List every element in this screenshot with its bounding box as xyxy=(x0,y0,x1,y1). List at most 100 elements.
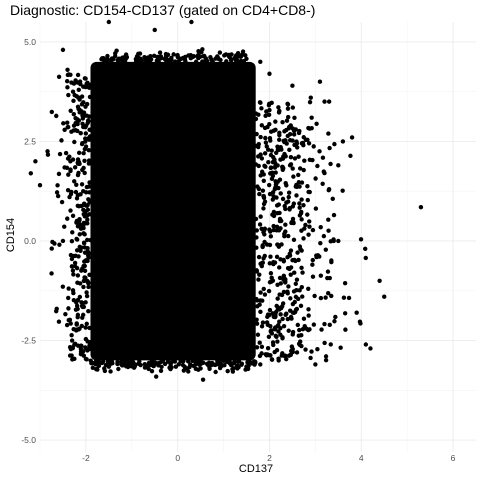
scatter-point xyxy=(278,157,283,162)
scatter-point xyxy=(75,203,80,208)
scatter-point xyxy=(77,294,83,300)
scatter-point xyxy=(73,189,79,195)
scatter-point xyxy=(300,140,306,146)
scatter-point xyxy=(94,366,99,372)
scatter-point xyxy=(274,228,279,233)
scatter-point xyxy=(273,170,278,175)
scatter-point xyxy=(56,74,62,79)
scatter-point xyxy=(284,118,290,123)
chart-title: Diagnostic: CD154-CD137 (gated on CD4+CD… xyxy=(10,2,315,18)
scatter-point xyxy=(65,120,70,125)
scatter-point xyxy=(341,295,347,300)
y-tick-label: 2.5 xyxy=(24,136,36,146)
scatter-point xyxy=(75,172,81,178)
scatter-point xyxy=(287,308,293,313)
scatter-point xyxy=(258,298,263,303)
scatter-point xyxy=(263,164,268,169)
scatter-point xyxy=(262,228,267,233)
scatter-point xyxy=(357,319,363,324)
scatter-point xyxy=(81,150,86,156)
scatter-point xyxy=(281,273,287,278)
scatter-point xyxy=(115,361,120,367)
scatter-point xyxy=(172,59,178,64)
scatter-point xyxy=(290,301,296,307)
scatter-point xyxy=(70,268,76,273)
scatter-point xyxy=(289,344,295,349)
scatter-point xyxy=(342,311,348,316)
scatter-point xyxy=(76,106,81,112)
scatter-point xyxy=(326,228,331,233)
scatter-point xyxy=(238,58,244,64)
scatter-point xyxy=(82,259,88,264)
scatter-point xyxy=(84,213,90,218)
scatter-point xyxy=(69,238,75,244)
scatter-point xyxy=(75,280,80,285)
scatter-point xyxy=(302,226,307,231)
scatter-point xyxy=(343,327,348,332)
dense-point-cloud xyxy=(90,61,256,361)
scatter-point xyxy=(148,58,153,63)
scatter-point xyxy=(291,174,296,179)
y-axis-label: CD154 xyxy=(5,218,17,252)
scatter-point xyxy=(259,123,265,128)
scatter-point xyxy=(269,357,275,362)
scatter-point xyxy=(79,94,85,99)
scatter-point xyxy=(310,262,315,267)
scatter-point xyxy=(319,327,324,332)
scatter-point xyxy=(288,296,293,301)
scatter-point xyxy=(261,286,266,292)
scatter-point xyxy=(54,308,59,314)
scatter-point xyxy=(75,273,81,278)
scatter-point xyxy=(288,352,293,358)
scatter-point xyxy=(82,158,87,164)
scatter-point xyxy=(76,150,82,156)
scatter-point xyxy=(261,206,266,211)
scatter-point xyxy=(76,87,81,92)
scatter-point xyxy=(81,114,86,119)
scatter-point xyxy=(280,167,285,172)
scatter-point xyxy=(336,238,341,244)
scatter-point xyxy=(267,107,272,113)
scatter-point xyxy=(85,221,90,226)
scatter-point xyxy=(291,201,297,206)
scatter-point xyxy=(331,238,336,244)
scatter-point xyxy=(77,97,82,102)
scatter-point xyxy=(222,53,227,58)
scatter-point xyxy=(258,134,263,140)
scatter-point xyxy=(45,152,51,157)
scatter-point xyxy=(287,124,292,130)
scatter-point xyxy=(308,95,313,100)
scatter-point xyxy=(72,165,78,170)
scatter-point xyxy=(285,102,291,107)
scatter-point xyxy=(309,349,314,354)
scatter-point xyxy=(268,254,273,259)
scatter-point xyxy=(74,266,80,271)
scatter-point xyxy=(284,356,289,362)
scatter-point xyxy=(137,359,142,364)
scatter-point xyxy=(200,377,206,382)
scatter-point xyxy=(236,54,241,59)
scatter-point xyxy=(260,188,266,193)
scatter-point xyxy=(299,284,304,290)
scatter-point xyxy=(272,314,278,320)
scatter-point xyxy=(257,353,263,359)
scatter-point xyxy=(60,238,66,244)
y-tick-label: 5.0 xyxy=(24,37,36,47)
scatter-point xyxy=(70,230,75,235)
scatter-point xyxy=(306,141,312,146)
scatter-point xyxy=(266,159,271,165)
scatter-point xyxy=(268,138,273,143)
scatter-point xyxy=(271,154,276,160)
scatter-point xyxy=(69,264,75,269)
scatter-point xyxy=(70,89,76,94)
scatter-point xyxy=(83,139,88,144)
scatter-point xyxy=(77,232,82,237)
scatter-point xyxy=(49,246,54,251)
scatter-point xyxy=(284,311,289,316)
scatter-point xyxy=(276,137,282,142)
scatter-point xyxy=(321,169,326,174)
scatter-point xyxy=(81,110,87,115)
scatter-point xyxy=(290,105,296,110)
scatter-point xyxy=(87,272,92,278)
scatter-point xyxy=(64,165,70,170)
